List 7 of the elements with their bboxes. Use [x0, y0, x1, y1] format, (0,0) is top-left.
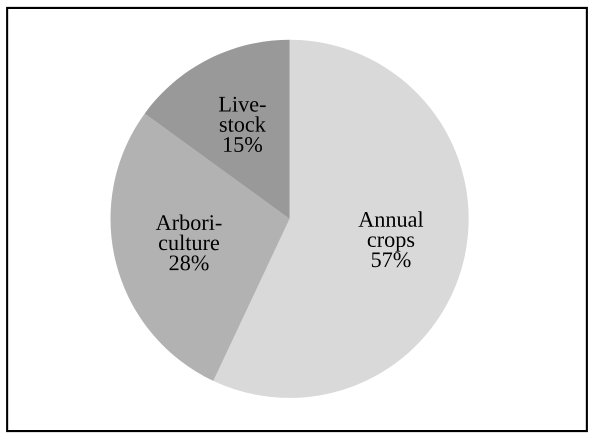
- data-label: 28%: [170, 255, 209, 270]
- pie-slice: [110, 114, 290, 381]
- slice-label: Annual crops: [358, 211, 424, 252]
- data-label: 15%: [224, 137, 262, 152]
- data-label: 57%: [372, 252, 411, 268]
- slice-label: Arbori- culture: [156, 214, 222, 250]
- slice-label: Live- stock: [219, 96, 266, 132]
